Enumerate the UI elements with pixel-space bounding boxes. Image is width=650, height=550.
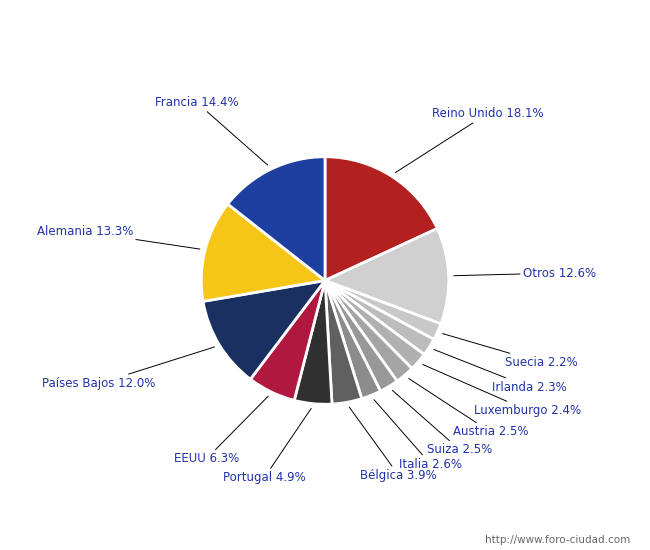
Wedge shape	[325, 280, 424, 368]
Wedge shape	[325, 280, 362, 404]
Text: Portugal 4.9%: Portugal 4.9%	[223, 409, 311, 484]
Wedge shape	[325, 228, 448, 324]
Wedge shape	[203, 280, 325, 380]
Wedge shape	[202, 204, 325, 301]
Text: Italia 2.6%: Italia 2.6%	[374, 400, 462, 471]
Wedge shape	[325, 157, 437, 280]
Wedge shape	[227, 157, 325, 280]
Text: Reino Unido 18.1%: Reino Unido 18.1%	[395, 107, 543, 173]
Text: EEUU 6.3%: EEUU 6.3%	[174, 396, 268, 465]
Wedge shape	[325, 280, 397, 391]
Text: Irlanda 2.3%: Irlanda 2.3%	[434, 349, 567, 394]
Text: Suecia 2.2%: Suecia 2.2%	[443, 334, 578, 369]
Text: Bélgica 3.9%: Bélgica 3.9%	[349, 407, 437, 482]
Wedge shape	[325, 280, 441, 339]
Wedge shape	[325, 280, 434, 355]
Wedge shape	[325, 280, 380, 399]
Text: Alemania 13.3%: Alemania 13.3%	[36, 226, 200, 249]
Text: Otros 12.6%: Otros 12.6%	[454, 267, 596, 279]
Text: Francia 14.4%: Francia 14.4%	[155, 96, 268, 165]
Text: http://www.foro-ciudad.com: http://www.foro-ciudad.com	[486, 535, 630, 545]
Text: Luxemburgo 2.4%: Luxemburgo 2.4%	[422, 365, 582, 417]
Wedge shape	[250, 280, 325, 400]
Text: Austria 2.5%: Austria 2.5%	[409, 378, 528, 438]
Text: Países Bajos 12.0%: Países Bajos 12.0%	[42, 347, 214, 390]
Wedge shape	[294, 280, 332, 404]
Wedge shape	[325, 280, 412, 381]
Text: Suiza 2.5%: Suiza 2.5%	[393, 390, 493, 456]
Text: Sanlúcar de Barrameda  -  Turistas extranjeros según país  -  Abril de 2024: Sanlúcar de Barrameda - Turistas extranj…	[51, 14, 599, 31]
